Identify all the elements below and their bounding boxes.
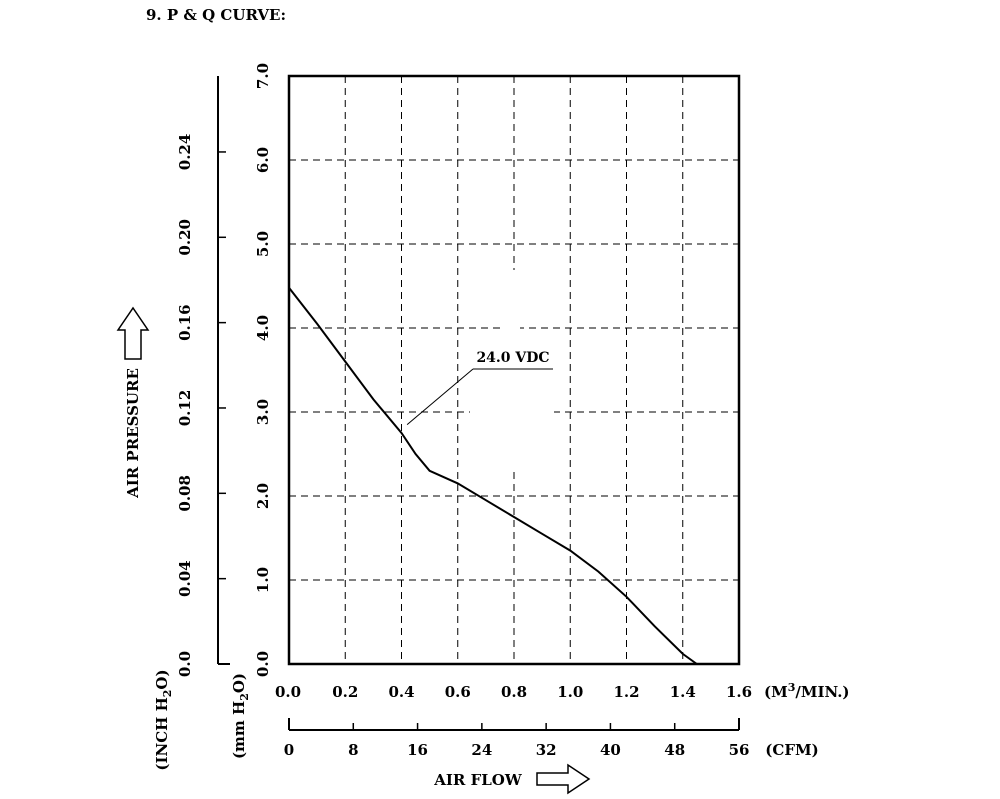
y-tick-label: 1.0 <box>254 567 272 593</box>
y-tick-label: 2.0 <box>254 483 272 509</box>
annotation-label: 24.0 VDC <box>476 350 549 366</box>
x-tick-label: 1.2 <box>613 683 639 701</box>
y-axis-title: AIR PRESSURE <box>124 368 142 499</box>
x-tick-label: 0.4 <box>388 683 414 701</box>
y-tick-label: 3.0 <box>254 399 272 425</box>
inch-tick-label: 0.20 <box>176 219 194 256</box>
right-arrow-icon <box>536 763 591 795</box>
inch-tick-label: 0.0 <box>176 651 194 677</box>
inch-tick-label: 0.24 <box>176 134 194 171</box>
x-tick-label: 1.0 <box>557 683 583 701</box>
x-tick-label: 0.8 <box>501 683 527 701</box>
y-unit-label: (mm H2O) <box>230 673 251 759</box>
section-heading: 9. P & Q CURVE: <box>146 6 286 24</box>
cfm-tick-label: 56 <box>729 741 750 759</box>
y-tick-label: 6.0 <box>254 147 272 173</box>
axes <box>116 74 741 795</box>
cfm-tick-label: 32 <box>536 741 557 759</box>
curve-layer <box>288 287 698 665</box>
cfm-tick-label: 0 <box>284 741 294 759</box>
x-tick-label: 0.0 <box>275 683 301 701</box>
cfm-unit-label: (CFM) <box>765 741 818 759</box>
inch-unit-label: (INCH H2O) <box>153 669 174 770</box>
x-tick-label: 0.2 <box>332 683 358 701</box>
label-mask <box>500 270 520 460</box>
cfm-tick-label: 8 <box>348 741 358 759</box>
labels: 24.0 VDC 0.0 0.2 0.4 0.6 0.8 1.0 1.2 1.4 1.6 (M3/M… <box>124 63 850 789</box>
cfm-tick-label: 40 <box>600 741 621 759</box>
inch-tick-label: 0.12 <box>176 390 194 427</box>
inch-tick-label: 0.04 <box>176 560 194 597</box>
x-axis-title: AIR FLOW <box>433 771 523 789</box>
grid-lines <box>289 76 739 664</box>
series-line <box>288 287 698 665</box>
annotation-leader <box>406 368 474 425</box>
cfm-tick-label: 16 <box>407 741 428 759</box>
y-tick-label: 0.0 <box>254 651 272 677</box>
x-tick-label: 1.6 <box>726 683 752 701</box>
inch-tick-label: 0.16 <box>176 304 194 341</box>
plot-frame <box>287 74 741 666</box>
x-tick-label: 0.6 <box>445 683 471 701</box>
x-tick-label: 1.4 <box>670 683 696 701</box>
cfm-tick-label: 24 <box>471 741 492 759</box>
y-tick-label: 4.0 <box>254 315 272 341</box>
y-tick-label: 7.0 <box>254 63 272 89</box>
inch-tick-label: 0.08 <box>176 475 194 512</box>
up-arrow-icon <box>116 306 150 360</box>
y-tick-label: 5.0 <box>254 231 272 257</box>
x-unit-label: (M3/MIN.) <box>764 681 850 701</box>
cfm-tick-label: 48 <box>664 741 685 759</box>
